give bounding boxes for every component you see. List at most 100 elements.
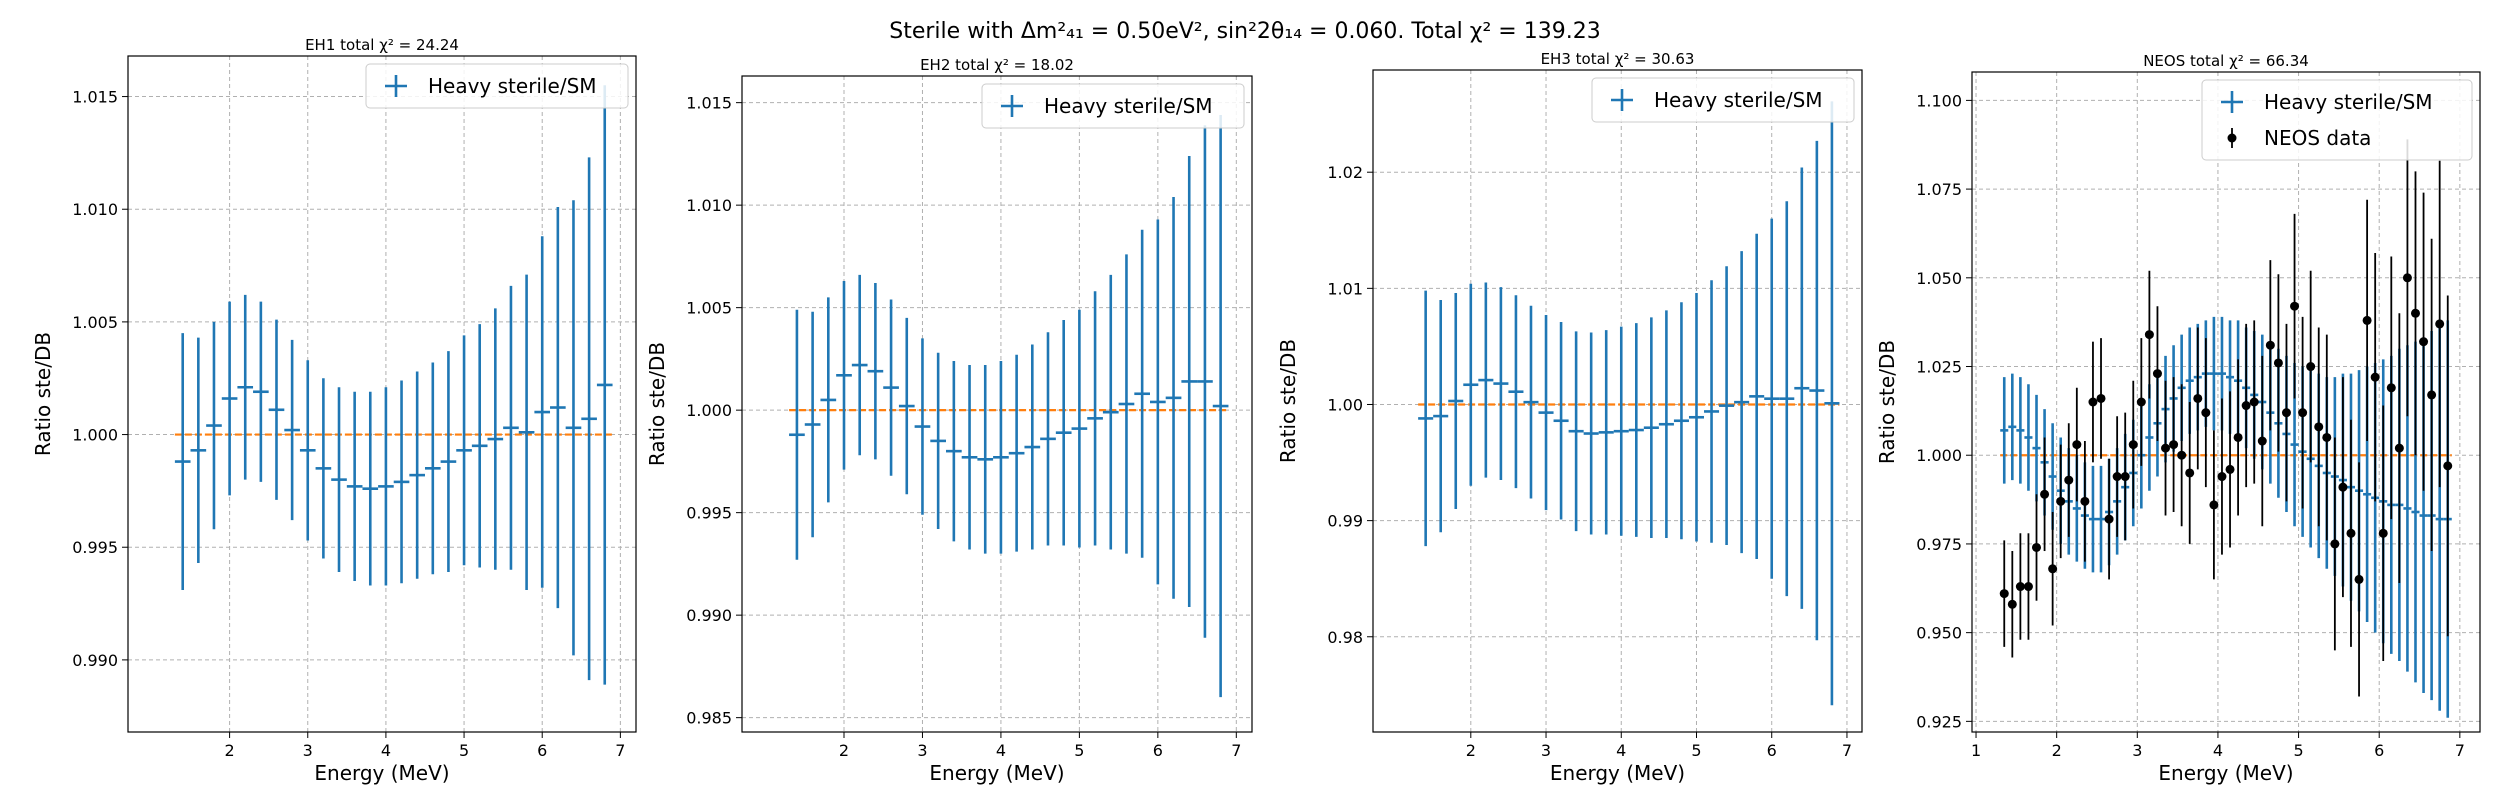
y-axis-label: Ratio ste/DB [1276,339,1300,463]
data-point [2338,482,2348,492]
x-axis-label: Energy (MeV) [2158,761,2293,785]
x-tick-label: 7 [1842,741,1852,760]
x-tick-label: 5 [2293,741,2303,760]
x-tick-label: 4 [996,741,1006,760]
x-tick-label: 2 [1466,741,1476,760]
y-tick-label: 0.985 [686,709,732,728]
x-axis-label: Energy (MeV) [929,761,1064,785]
x-tick-label: 7 [615,741,625,760]
data-point [2410,308,2420,318]
data-point [2233,432,2243,442]
data-point [2273,358,2283,368]
data-point [2378,528,2388,538]
y-tick-label: 0.995 [686,504,732,523]
data-point [2402,273,2412,283]
y-tick-label: 0.990 [686,606,732,625]
plot-area [174,85,613,685]
data-point [2136,397,2146,407]
data-point [2257,436,2267,446]
x-tick-label: 6 [2374,741,2384,760]
data-point [2298,408,2308,418]
data-point [2040,489,2050,499]
data-point [2330,539,2340,549]
data-point [2362,315,2372,325]
x-tick-label: 4 [2213,741,2223,760]
legend-entry-label: Heavy sterile/SM [428,74,597,98]
legend-box [2201,79,2473,161]
panel-eh2: 2 3 4 5 6 7 0.985 0.990 0.995 1.000 1.005 1.010 1.01… [645,56,1253,785]
data-point [2322,432,2332,442]
y-tick-label: 1.050 [1916,269,1962,288]
data-point [2435,319,2445,329]
data-point [2193,393,2203,403]
y-axis-label: Ratio ste/DB [1875,340,1899,464]
y-tick-label: 0.990 [72,651,118,670]
plot-area [789,114,1229,698]
y-tick-label: 1.000 [1916,446,1962,465]
data-point [2120,472,2130,482]
data-point [2104,514,2114,524]
y-tick-label: 1.005 [72,313,118,332]
x-tick-label: 3 [2132,741,2142,760]
x-tick-label: 3 [303,741,313,760]
y-tick-label: 1.00 [1327,395,1363,414]
plot-area [1999,139,2453,718]
x-tick-label: 7 [1231,741,1241,760]
data-point [2249,397,2259,407]
y-tick-label: 1.015 [72,88,118,107]
data-point [1999,589,2009,599]
legend-box [365,63,629,109]
data-point [2386,383,2396,393]
legend: Heavy sterile/SM NEOS data [2201,79,2473,161]
x-tick-label: 7 [2455,741,2465,760]
y-tick-label: 1.010 [686,196,732,215]
panel-eh1: 2 3 4 5 6 7 0.990 0.995 1.000 1.005 1.010 1.015 EH1 … [31,36,637,785]
data-point [2144,330,2154,340]
data-point [2346,528,2356,538]
y-tick-label: 1.075 [1916,180,1962,199]
y-tick-label: 1.100 [1916,91,1962,110]
y-axis-label: Ratio ste/DB [645,342,669,466]
data-point [2427,390,2437,400]
x-tick-label: 4 [1616,741,1626,760]
data-point [2314,422,2324,432]
data-point [2023,582,2033,592]
x-tick-label: 3 [1541,741,1551,760]
x-tick-label: 2 [839,741,849,760]
data-point [2419,337,2429,347]
y-tick-label: 0.950 [1916,624,1962,643]
data-point [2088,397,2098,407]
y-tick-label: 1.000 [686,401,732,420]
data-point [2032,542,2042,552]
plot-frame [127,55,637,733]
x-tick-label: 5 [459,741,469,760]
data-point [2443,461,2453,471]
data-point [2169,440,2179,450]
panel-neos: 1 2 3 4 5 6 7 0.925 0.950 0.975 1.000 1.025 1.050 1.0… [1875,52,2481,785]
x-axis-label: Energy (MeV) [1550,761,1685,785]
plot-frame [1971,71,2481,733]
data-point [2161,443,2171,453]
y-tick-label: 1.010 [72,200,118,219]
panel-eh3: 2 3 4 5 6 7 0.98 0.99 1.00 1.01 1.02 EH3 total χ² =… [1276,50,1863,785]
legend-data-point [2227,133,2237,143]
data-point [2064,475,2074,485]
legend-box [981,83,1245,129]
data-point [2112,472,2122,482]
legend-entry-label: Heavy sterile/SM [2264,90,2433,114]
legend: Heavy sterile/SM [1591,77,1855,123]
data-point [2096,393,2106,403]
data-point [2048,564,2058,574]
data-point [2225,464,2235,474]
x-tick-label: 6 [537,741,547,760]
legend-entry-label: NEOS data [2264,126,2371,150]
panel-title: EH3 total χ² = 30.63 [1541,50,1695,68]
legend: Heavy sterile/SM [365,63,629,109]
panel-title: EH1 total χ² = 24.24 [305,36,459,54]
data-point [2152,369,2162,379]
data-point [2370,372,2380,382]
x-axis-label: Energy (MeV) [314,761,449,785]
data-point [2056,496,2066,506]
x-tick-label: 5 [1074,741,1084,760]
